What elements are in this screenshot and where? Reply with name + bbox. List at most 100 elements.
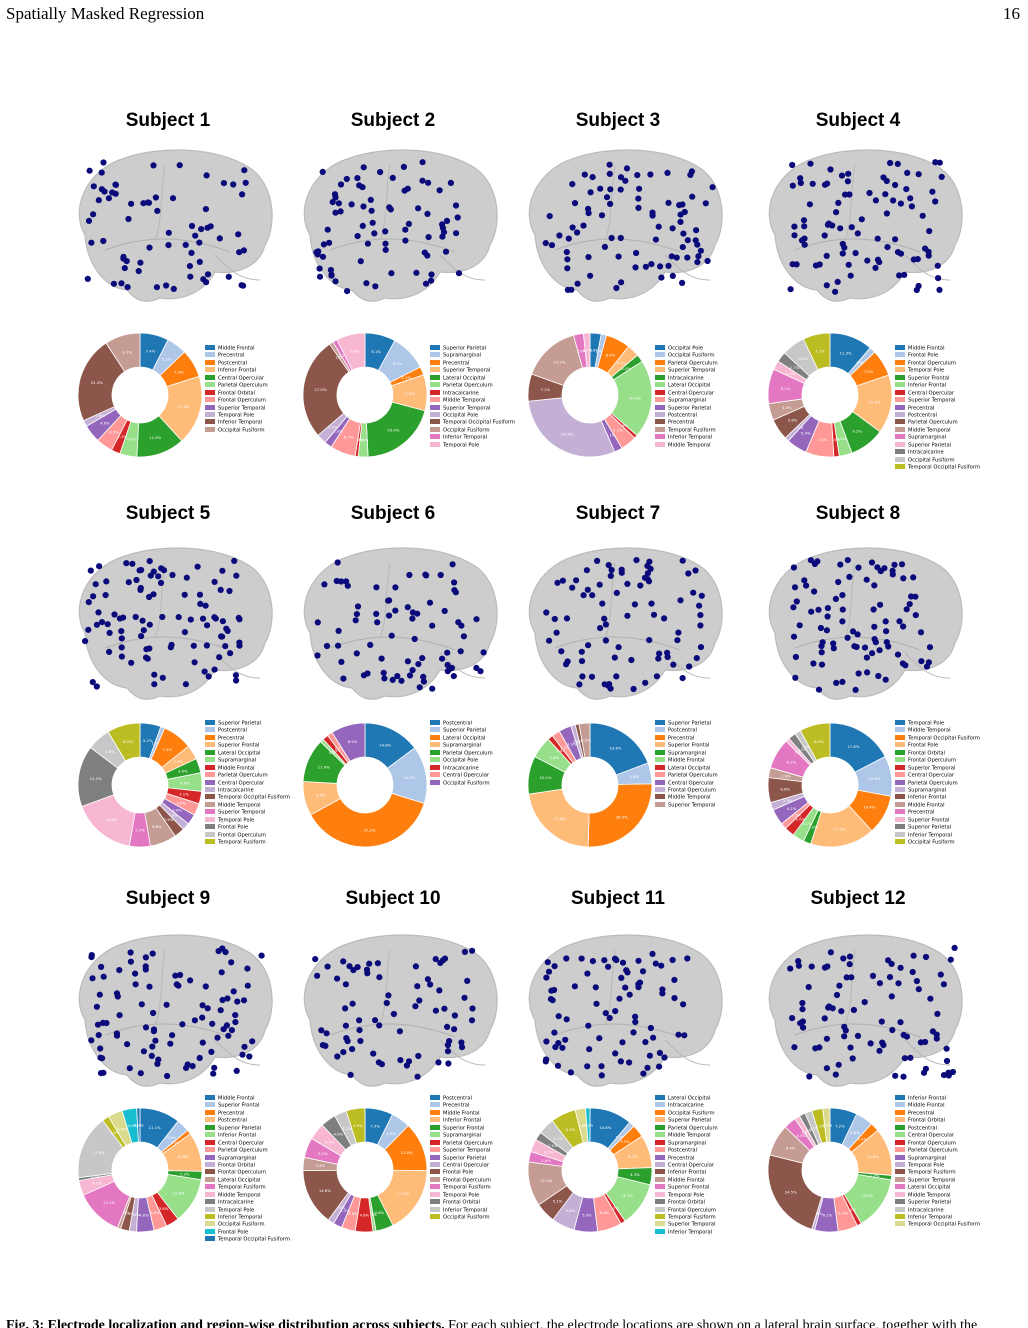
legend-item: Central Opercular	[895, 772, 980, 779]
legend-swatch	[895, 1117, 905, 1123]
legend-label: Supramarginal	[443, 1132, 482, 1139]
legend-item: Temporal Fusiform	[205, 839, 290, 846]
electrode-marker	[671, 995, 678, 1002]
electrode-marker	[823, 252, 830, 259]
legend-swatch	[895, 1184, 905, 1190]
legend-swatch	[430, 382, 440, 388]
electrode-marker	[878, 1018, 885, 1025]
legend-swatch	[430, 1132, 440, 1138]
electrode-marker	[601, 681, 608, 688]
legend-swatch	[895, 1147, 905, 1153]
legend-label: Middle Temporal	[218, 1192, 261, 1199]
electrode-marker	[894, 160, 901, 167]
electrode-marker	[692, 237, 699, 244]
electrode-marker	[685, 570, 692, 577]
electrode-marker	[357, 1037, 364, 1045]
electrode-marker	[669, 956, 676, 964]
slice-label: 1.2%	[870, 1173, 880, 1178]
electrode-marker	[791, 584, 799, 591]
legend-label: Frontal Orbital	[443, 1199, 480, 1206]
electrode-marker	[932, 198, 939, 205]
slice-label: 1.2%	[573, 739, 583, 744]
electrode-marker	[182, 241, 189, 248]
electrode-marker	[811, 560, 818, 568]
electrode-marker	[398, 677, 405, 684]
electrode-marker	[199, 1039, 206, 1046]
legend-label: Superior Frontal	[668, 1184, 710, 1191]
slice-label: 1.6%	[856, 360, 866, 365]
electrode-marker	[125, 579, 132, 586]
legend-label: Superior Parietal	[443, 1155, 487, 1161]
region-legend: Postcentral Superior Parietal Lateral Occi…	[430, 720, 493, 787]
electrode-marker	[578, 648, 585, 655]
legend-item: Frontal Operculum	[205, 397, 268, 404]
slice-label: 3.2%	[620, 1139, 630, 1144]
legend-swatch	[655, 794, 665, 800]
legend-label: Superior Parietal	[908, 824, 952, 831]
legend-label: Temporal Pole	[218, 412, 255, 419]
legend-swatch	[895, 374, 905, 380]
electrode-marker	[649, 212, 656, 219]
legend-label: Central Opercular	[908, 1132, 955, 1139]
electrode-marker	[386, 204, 393, 211]
electrode-marker	[437, 571, 444, 579]
electrode-marker	[118, 644, 125, 651]
electrode-marker	[807, 160, 814, 167]
legend-swatch	[430, 397, 440, 403]
legend-swatch	[895, 749, 905, 755]
legend-label: Parietal Operculum	[668, 1125, 718, 1132]
electrode-marker	[693, 227, 700, 234]
subject-title: Subject 3	[575, 110, 661, 131]
electrode-marker	[579, 673, 586, 680]
region-distribution-donut: 19.6%5.6%26.3%22.6%10.1%5.8%1.4%2.2%3.3%…	[527, 722, 653, 848]
electrode-marker	[926, 644, 934, 651]
electrode-marker	[821, 1015, 828, 1022]
legend-label: Occipital Fusiform	[443, 1214, 490, 1221]
slice-label: 6.4%	[606, 352, 616, 357]
legend-item: Central Opercular	[205, 779, 290, 787]
legend-swatch	[205, 1176, 215, 1182]
legend-item: Inferior Temporal	[205, 1214, 290, 1221]
legend-label: Superior Parietal	[443, 727, 487, 734]
legend-item: Parietal Operculum	[895, 779, 980, 787]
electrode-marker	[427, 981, 434, 988]
electrode-marker	[607, 186, 614, 193]
electrode-marker	[933, 1035, 940, 1042]
electrode-marker	[898, 561, 906, 568]
legend-swatch	[205, 1236, 215, 1242]
electrode-marker	[883, 177, 890, 185]
electrode-marker	[824, 963, 831, 970]
electrode-marker	[158, 565, 165, 572]
electrode-marker	[135, 268, 142, 275]
electrode-marker	[669, 225, 676, 232]
legend-label: Precentral	[908, 405, 935, 411]
legend-item: Postcentral	[895, 1124, 980, 1132]
electrode-marker	[658, 962, 665, 969]
electrode-marker	[233, 1067, 240, 1074]
electrode-marker	[324, 963, 331, 970]
slice-label: 2.0%	[333, 429, 343, 434]
legend-swatch	[655, 382, 665, 388]
electrode-marker	[615, 253, 622, 260]
electrode-marker	[230, 988, 237, 995]
legend-swatch	[655, 1176, 665, 1182]
legend-label: Intracalcarine	[218, 1199, 254, 1206]
electrode-marker	[219, 618, 226, 625]
legend-swatch	[205, 1124, 215, 1130]
electrode-marker	[623, 165, 631, 172]
electrode-marker	[177, 971, 184, 979]
legend-swatch	[895, 824, 905, 830]
electrode-marker	[601, 243, 608, 250]
legend-label: Superior Parietal	[668, 1117, 712, 1124]
legend-swatch	[205, 1147, 215, 1153]
electrode-marker	[216, 654, 223, 661]
electrode-marker	[584, 970, 591, 977]
electrode-marker	[846, 191, 853, 198]
electrode-marker	[848, 224, 855, 231]
electrode-marker	[236, 249, 243, 256]
electrode-marker	[437, 959, 444, 966]
legend-swatch	[895, 1176, 905, 1182]
legend-label: Precentral	[443, 1102, 470, 1109]
electrode-marker	[416, 997, 423, 1004]
legend-item: Frontal Pole	[895, 742, 980, 749]
